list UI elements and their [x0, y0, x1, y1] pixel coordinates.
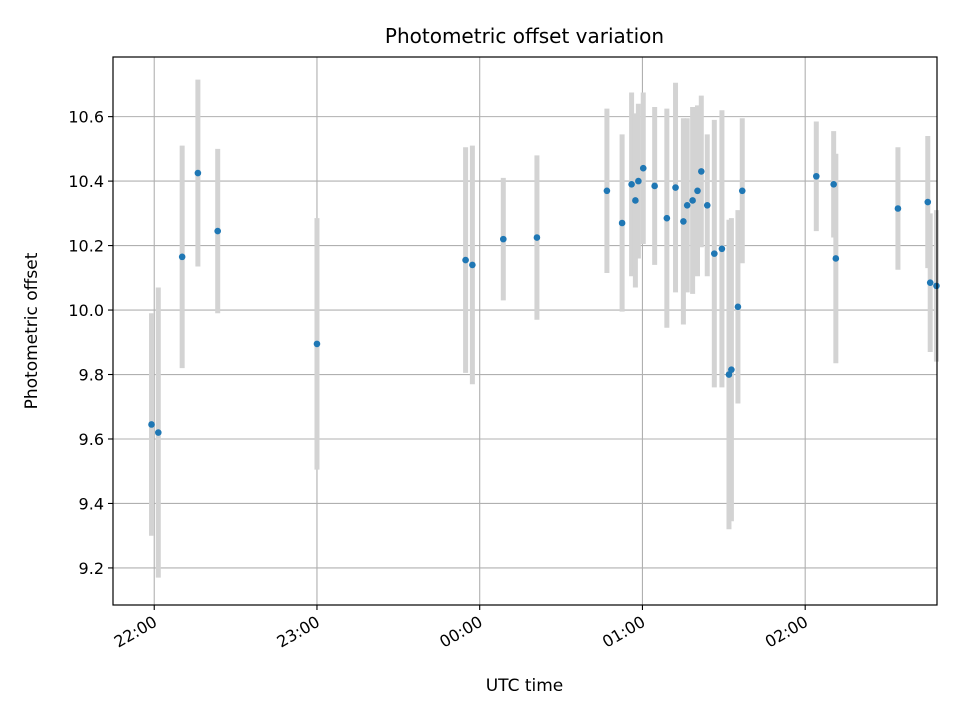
x-axis-label: UTC time	[486, 676, 564, 696]
plot-frame	[112, 56, 938, 606]
data-point	[651, 182, 658, 190]
y-tick-label: 9.8	[79, 366, 104, 385]
data-point	[694, 187, 701, 195]
data-point	[698, 168, 705, 175]
data-point	[639, 164, 647, 172]
x-tick-label: 23:00	[274, 612, 323, 652]
x-tick-label: 01:00	[599, 612, 648, 652]
data-point	[672, 184, 679, 191]
y-tick-label: 10.0	[68, 301, 104, 320]
chart-title: Photometric offset variation	[385, 24, 664, 48]
data-point	[734, 303, 742, 311]
data-point	[178, 253, 186, 261]
data-point	[500, 235, 507, 243]
y-tick-label: 9.4	[79, 494, 104, 513]
data-point	[680, 218, 687, 225]
data-point	[830, 181, 837, 188]
y-tick-label: 9.6	[79, 430, 104, 449]
data-point	[632, 197, 639, 204]
data-point	[683, 201, 691, 209]
data-point	[214, 227, 221, 235]
y-tick-label: 10.2	[68, 237, 104, 256]
data-point	[689, 197, 696, 204]
data-point	[832, 255, 840, 262]
data-point	[618, 219, 626, 227]
data-point	[533, 234, 541, 241]
data-point	[462, 256, 469, 264]
data-points	[148, 164, 940, 436]
data-point	[738, 187, 746, 195]
y-tick-label: 9.2	[79, 559, 104, 578]
x-axis: 22:00 23:00 00:00 01:00 02:00	[111, 605, 811, 652]
data-point	[924, 198, 932, 206]
data-point	[894, 205, 902, 212]
error-bars	[149, 79, 939, 578]
x-tick-label: 22:00	[111, 612, 160, 652]
data-point	[813, 172, 820, 180]
data-point	[728, 366, 735, 373]
data-point	[603, 187, 611, 195]
x-tick-label: 02:00	[762, 612, 811, 652]
data-point	[635, 177, 642, 185]
y-tick-label: 10.6	[68, 108, 104, 127]
y-axis-label: Photometric offset	[22, 252, 42, 409]
data-point	[703, 201, 711, 209]
grid	[113, 57, 937, 605]
data-point	[194, 169, 202, 177]
data-point	[148, 421, 155, 428]
data-point	[711, 250, 718, 257]
x-tick-label: 00:00	[436, 612, 485, 652]
data-point	[718, 245, 726, 253]
data-point	[313, 340, 321, 348]
data-point	[926, 279, 934, 286]
y-axis: 9.2 9.4 9.6 9.8 10.0 10.2 10.4 10.6	[68, 108, 113, 578]
data-point	[469, 261, 476, 269]
y-tick-label: 10.4	[68, 172, 104, 191]
data-point	[663, 214, 671, 222]
data-point	[628, 181, 635, 188]
data-point	[154, 429, 162, 436]
